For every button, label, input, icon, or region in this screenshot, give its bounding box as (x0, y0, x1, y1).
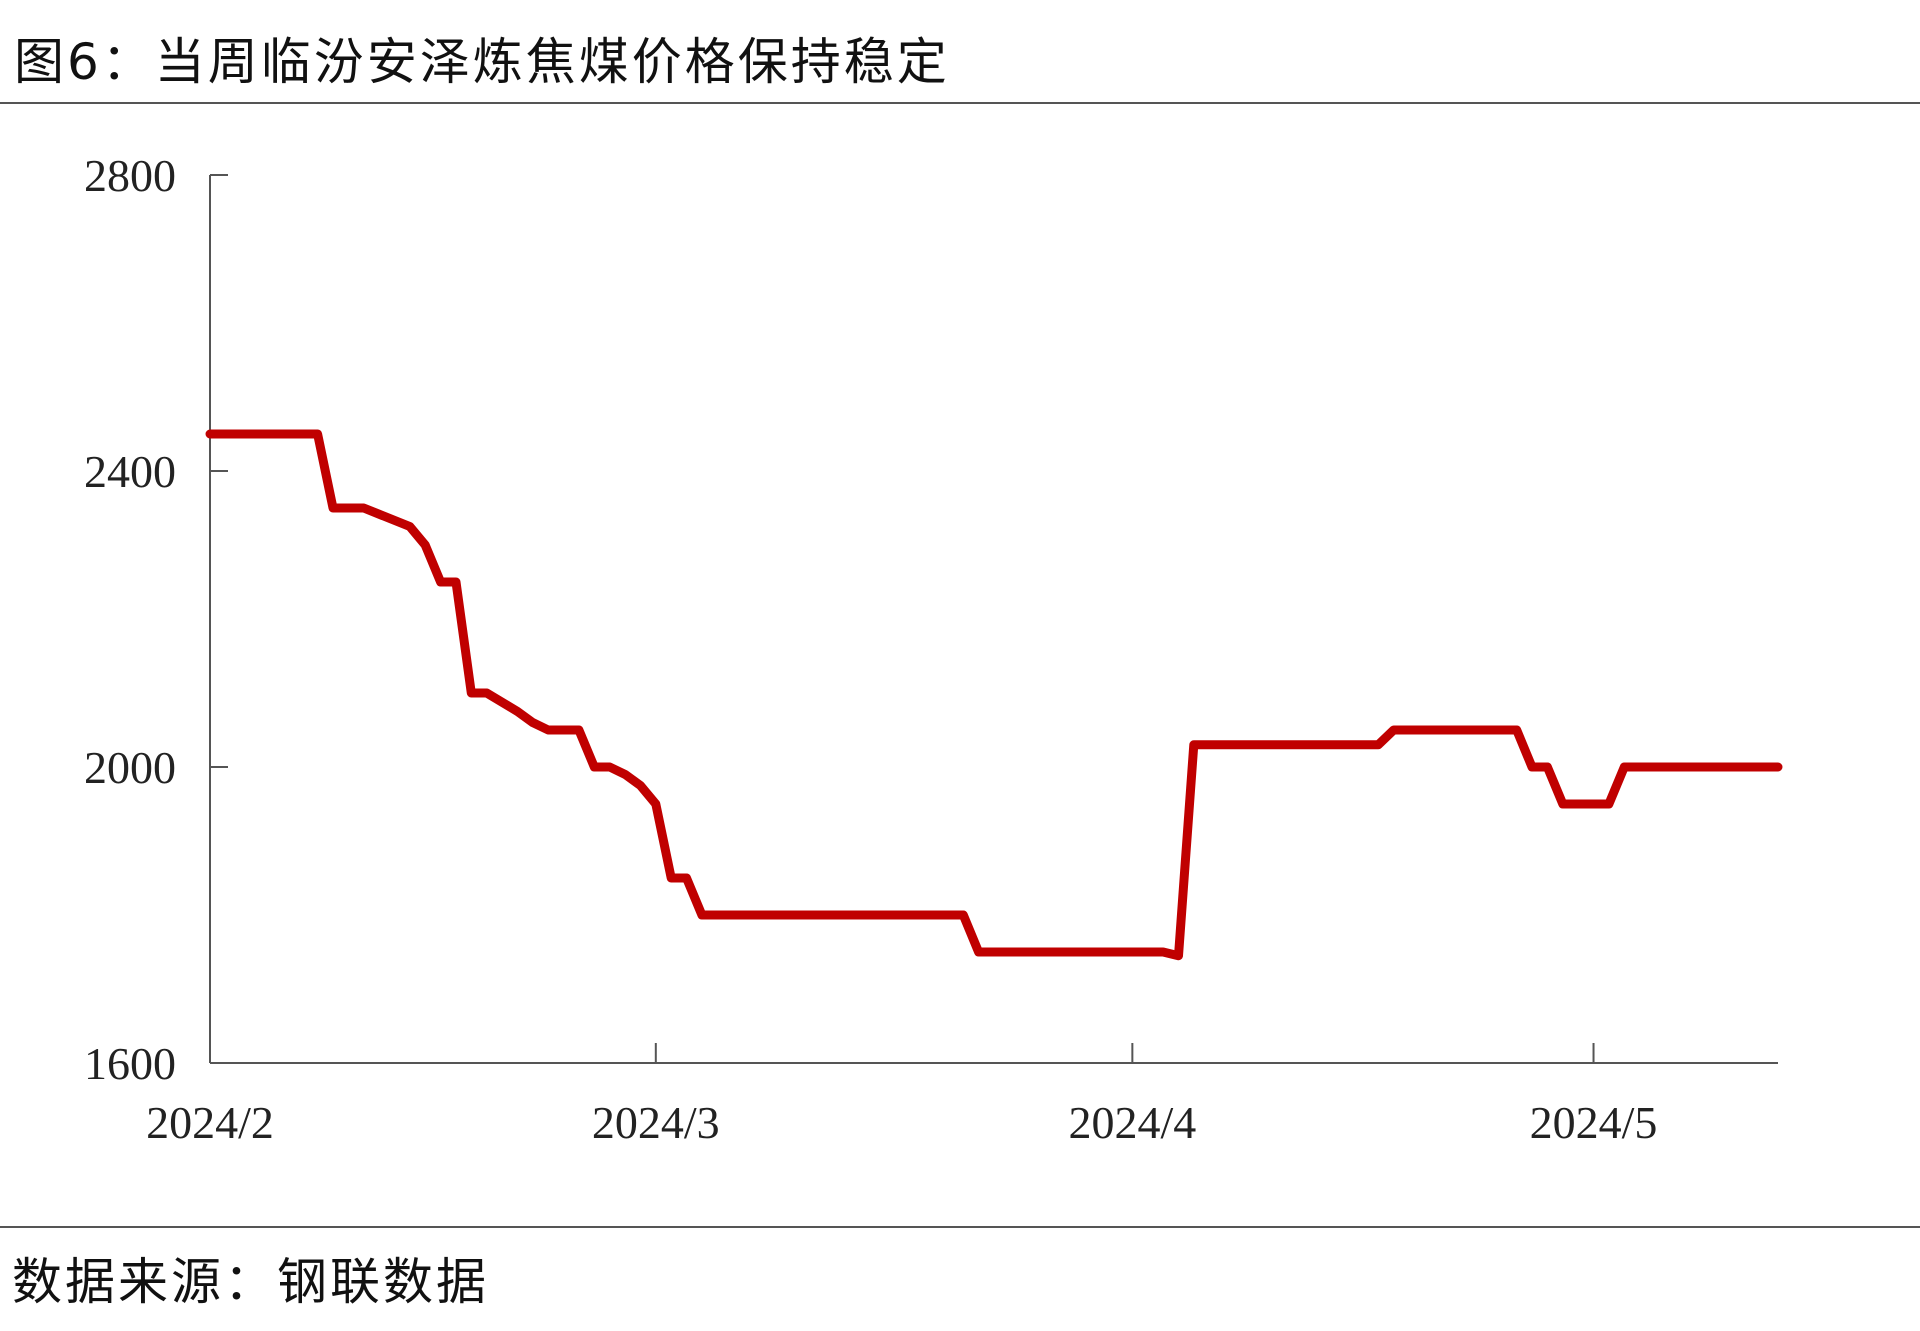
x-axis-ticks: 2024/2 2024/3 2024/4 2024/5 (146, 1043, 1657, 1148)
figure-title: 图6：当周临汾安泽炼焦煤价格保持稳定 (14, 33, 950, 91)
y-tick-label: 1600 (84, 1038, 176, 1089)
y-tick-label: 2000 (84, 742, 176, 793)
data-source: 数据来源：钢联数据 (12, 1253, 489, 1311)
x-tick-label: 2024/5 (1530, 1097, 1658, 1148)
chart-series (205, 429, 1783, 961)
x-tick-label: 2024/2 (146, 1097, 274, 1148)
x-tick-label: 2024/4 (1068, 1097, 1196, 1148)
y-axis-ticks: 1600 2000 2400 2800 (84, 150, 228, 1089)
x-tick-label: 2024/3 (592, 1097, 720, 1148)
chart-axes (209, 175, 1778, 1064)
series-line (205, 429, 1783, 961)
y-tick-label: 2400 (84, 446, 176, 497)
top-rule (0, 102, 1920, 104)
bottom-rule (0, 1226, 1920, 1228)
y-tick-label: 2800 (84, 150, 176, 201)
